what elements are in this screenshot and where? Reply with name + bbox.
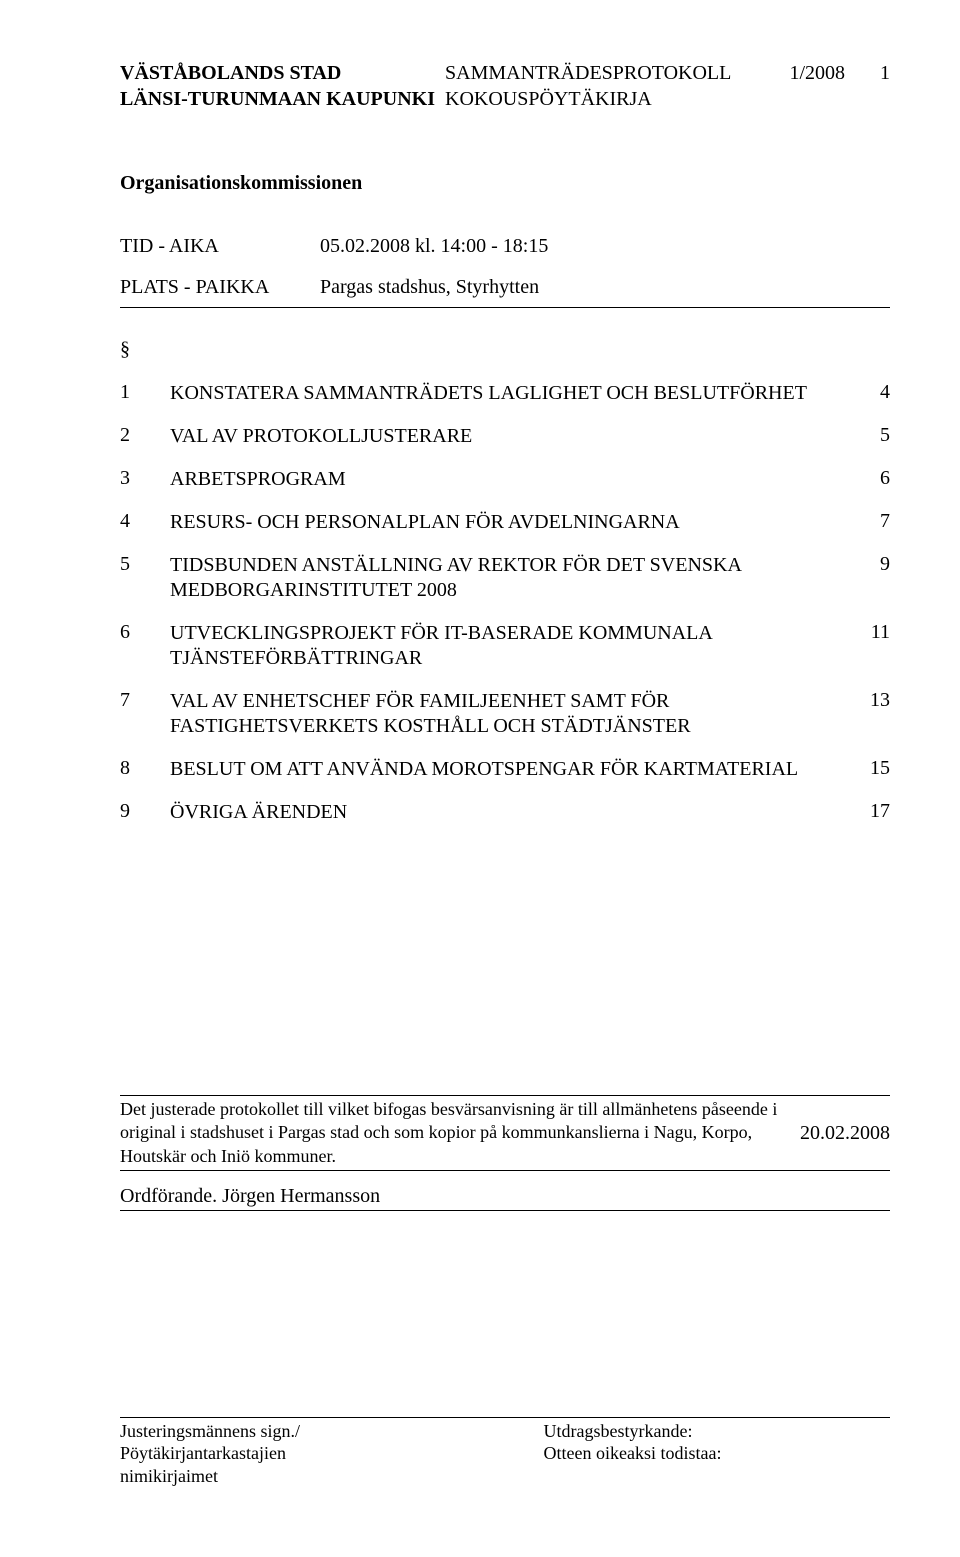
time-value: 05.02.2008 kl. 14:00 - 18:15 [320, 235, 548, 258]
doc-type-fi: KOKOUSPÖYTÄKIRJA [445, 86, 789, 112]
agenda-item: 3 ARBETSPROGRAM 6 [120, 467, 890, 492]
footer-left-3: nimikirjaimet [120, 1465, 300, 1488]
agenda-num: 9 [120, 800, 170, 823]
header-mid: SAMMANTRÄDESPROTOKOLL KOKOUSPÖYTÄKIRJA [435, 60, 789, 112]
agenda-title: UTVECKLINGSPROJEKT FÖR IT-BASERADE KOMMU… [170, 621, 850, 671]
page-number: 1 [880, 62, 890, 84]
header: VÄSTÅBOLANDS STAD LÄNSI-TURUNMAAN KAUPUN… [120, 60, 890, 112]
divider [120, 1170, 890, 1171]
agenda-num: 4 [120, 510, 170, 533]
agenda-list: 1 KONSTATERA SAMMANTRÄDETS LAGLIGHET OCH… [120, 381, 890, 825]
agenda-num: 5 [120, 553, 170, 576]
issue-number: 1/2008 [789, 62, 845, 84]
agenda-item: 4 RESURS- OCH PERSONALPLAN FÖR AVDELNING… [120, 510, 890, 535]
agenda-item: 9 ÖVRIGA ÄRENDEN 17 [120, 800, 890, 825]
agenda-item: 2 VAL AV PROTOKOLLJUSTERARE 5 [120, 424, 890, 449]
agenda-num: 8 [120, 757, 170, 780]
footer-left-1: Justeringsmännens sign./ [120, 1420, 300, 1443]
place-row: PLATS - PAIKKA Pargas stadshus, Styrhytt… [120, 276, 890, 299]
divider [120, 1095, 890, 1096]
agenda-page: 13 [850, 689, 890, 712]
agenda-title: VAL AV PROTOKOLLJUSTERARE [170, 424, 850, 449]
agenda-num: 3 [120, 467, 170, 490]
agenda-num: 7 [120, 689, 170, 712]
note-block: Det justerade protokollet till vilket bi… [120, 1095, 890, 1171]
agenda-item: 5 TIDSBUNDEN ANSTÄLLNING AV REKTOR FÖR D… [120, 553, 890, 603]
agenda-page: 17 [850, 800, 890, 823]
agenda-num: 6 [120, 621, 170, 644]
divider [120, 307, 890, 308]
agenda-title: ARBETSPROGRAM [170, 467, 850, 492]
footer-left: Justeringsmännens sign./ Pöytäkirjantark… [120, 1420, 300, 1488]
agenda-title: ÖVRIGA ÄRENDEN [170, 800, 850, 825]
header-right: 1/2008 1 [789, 60, 890, 86]
note-text: Det justerade protokollet till vilket bi… [120, 1098, 800, 1168]
note-date: 20.02.2008 [800, 1098, 890, 1146]
place-label: PLATS - PAIKKA [120, 276, 320, 299]
agenda-num: 1 [120, 381, 170, 404]
agenda-title: KONSTATERA SAMMANTRÄDETS LAGLIGHET OCH B… [170, 381, 850, 406]
org-name-sv: VÄSTÅBOLANDS STAD [120, 60, 435, 86]
agenda-title: RESURS- OCH PERSONALPLAN FÖR AVDELNINGAR… [170, 510, 850, 535]
agenda-page: 5 [850, 424, 890, 447]
footer-right-1: Utdragsbestyrkande: [544, 1420, 891, 1443]
agenda-item: 6 UTVECKLINGSPROJEKT FÖR IT-BASERADE KOM… [120, 621, 890, 671]
agenda-num: 2 [120, 424, 170, 447]
divider [120, 1417, 890, 1418]
chair-signature: Ordförande. Jörgen Hermansson [120, 1185, 890, 1211]
agenda-item: 8 BESLUT OM ATT ANVÄNDA MOROTSPENGAR FÖR… [120, 757, 890, 782]
section-symbol: § [120, 338, 890, 361]
agenda-title: BESLUT OM ATT ANVÄNDA MOROTSPENGAR FÖR K… [170, 757, 850, 782]
place-value: Pargas stadshus, Styrhytten [320, 276, 539, 299]
org-name-fi: LÄNSI-TURUNMAAN KAUPUNKI [120, 86, 435, 112]
agenda-page: 4 [850, 381, 890, 404]
footer-right-2: Otteen oikeaksi todistaa: [544, 1442, 891, 1465]
agenda-title: VAL AV ENHETSCHEF FÖR FAMILJEENHET SAMT … [170, 689, 850, 739]
agenda-item: 7 VAL AV ENHETSCHEF FÖR FAMILJEENHET SAM… [120, 689, 890, 739]
footer: Justeringsmännens sign./ Pöytäkirjantark… [120, 1417, 890, 1488]
agenda-page: 6 [850, 467, 890, 490]
doc-type-sv: SAMMANTRÄDESPROTOKOLL [445, 60, 789, 86]
agenda-item: 1 KONSTATERA SAMMANTRÄDETS LAGLIGHET OCH… [120, 381, 890, 406]
footer-left-2: Pöytäkirjantarkastajien [120, 1442, 300, 1465]
agenda-title: TIDSBUNDEN ANSTÄLLNING AV REKTOR FÖR DET… [170, 553, 850, 603]
agenda-page: 9 [850, 553, 890, 576]
page: VÄSTÅBOLANDS STAD LÄNSI-TURUNMAAN KAUPUN… [0, 0, 960, 1557]
agenda-page: 11 [850, 621, 890, 644]
header-left: VÄSTÅBOLANDS STAD LÄNSI-TURUNMAAN KAUPUN… [120, 60, 435, 112]
time-row: TID - AIKA 05.02.2008 kl. 14:00 - 18:15 [120, 235, 890, 258]
time-label: TID - AIKA [120, 235, 320, 258]
committee-name: Organisationskommissionen [120, 172, 890, 195]
agenda-page: 7 [850, 510, 890, 533]
agenda-page: 15 [850, 757, 890, 780]
footer-right: Utdragsbestyrkande: Otteen oikeaksi todi… [544, 1420, 891, 1488]
